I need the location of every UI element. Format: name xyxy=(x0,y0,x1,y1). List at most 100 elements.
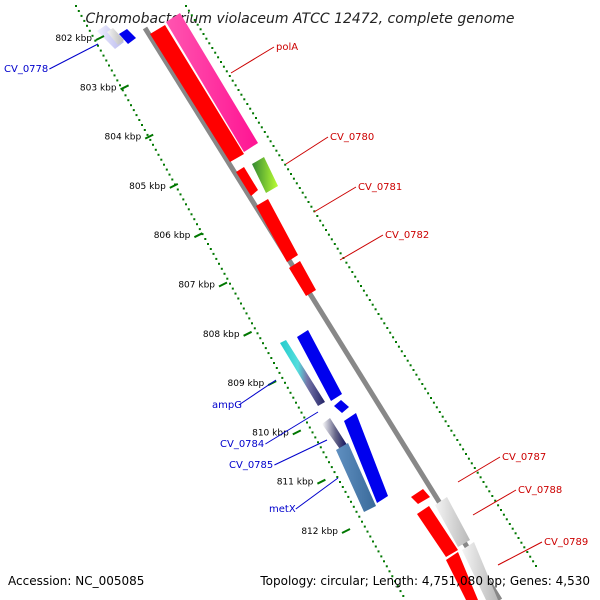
gene-label-text[interactable]: ampG xyxy=(212,400,242,411)
gene-cv0788[interactable] xyxy=(417,506,458,557)
gc-dot xyxy=(257,121,260,124)
gc-dot xyxy=(362,289,365,292)
gc-dot xyxy=(358,515,361,518)
gc-dot xyxy=(438,411,441,413)
gene-label-text[interactable]: polA xyxy=(276,42,298,53)
tick-804-kbp: 804 kbp xyxy=(105,133,154,143)
gc-dot xyxy=(310,205,313,208)
gene-label-text[interactable]: CV_0780 xyxy=(330,132,374,143)
gene-ampg[interactable] xyxy=(280,340,325,406)
gc-dot xyxy=(124,94,127,97)
gc-dot xyxy=(467,457,470,460)
tick-806-kbp: 806 kbp xyxy=(154,231,203,241)
gc-dot xyxy=(300,411,303,414)
gene-cv0778-b[interactable] xyxy=(107,28,124,45)
gc-dot xyxy=(108,64,110,67)
gc-dot xyxy=(75,5,77,7)
gc-dot xyxy=(403,355,406,357)
gene-label-cv0778[interactable]: CV_0778 xyxy=(4,43,99,75)
gc-dot xyxy=(470,462,473,465)
gene-label-text[interactable]: CV_0782 xyxy=(385,230,429,241)
gc-dot xyxy=(113,74,116,77)
gc-dot xyxy=(444,420,447,423)
gene-track xyxy=(97,13,498,600)
gene-label-text[interactable]: metX xyxy=(269,504,296,515)
gc-dot xyxy=(517,537,520,539)
gene-label-metx[interactable]: metX xyxy=(269,477,339,515)
gc-dot xyxy=(505,518,508,521)
gc-dot xyxy=(295,401,297,404)
gene-cv0789-gray[interactable] xyxy=(462,542,498,600)
gene-metx[interactable] xyxy=(336,443,376,512)
gc-dot xyxy=(263,131,266,133)
gene-cv0782[interactable] xyxy=(289,261,316,296)
gc-dot xyxy=(255,117,257,119)
gene-cv0789[interactable] xyxy=(446,552,478,600)
gene-label-text[interactable]: CV_0781 xyxy=(358,182,402,193)
gene-label-cv0782[interactable]: CV_0782 xyxy=(339,230,429,261)
gene-cv0788-gray[interactable] xyxy=(435,497,470,547)
gene-label-text[interactable]: CV_0784 xyxy=(220,439,264,450)
gc-dot xyxy=(508,523,511,525)
gene-label-cv0789[interactable]: CV_0789 xyxy=(497,537,588,566)
gc-dot xyxy=(168,173,171,176)
tick-label: 812 kbp xyxy=(301,527,338,537)
gene-label-text[interactable]: CV_0787 xyxy=(502,452,546,463)
gc-dot xyxy=(154,148,157,151)
gene-cv0781[interactable] xyxy=(256,199,298,262)
gc-dot xyxy=(80,14,83,17)
gene-label-cv0787[interactable]: CV_0787 xyxy=(457,452,546,483)
gene-label-ampg[interactable]: ampG xyxy=(212,379,277,411)
gene-pola-pink[interactable] xyxy=(166,13,258,152)
gc-dot xyxy=(222,65,225,68)
gene-label-text[interactable]: CV_0789 xyxy=(544,537,588,548)
gc-dot xyxy=(397,345,400,348)
gc-dot xyxy=(511,527,514,530)
gc-dot xyxy=(152,143,154,146)
gene-label-pola[interactable]: polA xyxy=(230,42,298,74)
gc-dot xyxy=(459,443,462,446)
gene-cv0780-b[interactable] xyxy=(252,157,278,193)
gene-cv0785-small[interactable] xyxy=(334,400,349,413)
gc-dot xyxy=(163,163,165,166)
gene-label-text[interactable]: CV_0778 xyxy=(4,64,48,75)
gene-pola-red[interactable] xyxy=(150,25,244,162)
gc-dot xyxy=(234,292,237,295)
gene-label-cv0784[interactable]: CV_0784 xyxy=(220,411,319,450)
gc-dot xyxy=(217,56,220,59)
gc-dot xyxy=(354,275,357,278)
gc-dot xyxy=(259,337,262,340)
gc-dot xyxy=(394,580,396,583)
gene-label-cv0781[interactable]: CV_0781 xyxy=(313,182,402,213)
gene-cv0785[interactable] xyxy=(322,418,349,452)
gene-cv0787[interactable] xyxy=(411,489,430,504)
gene-label-text[interactable]: CV_0788 xyxy=(518,485,562,496)
gc-dot xyxy=(365,294,368,297)
tick-811-kbp: 811 kbp xyxy=(277,478,326,488)
gene-cv0780-a[interactable] xyxy=(236,167,258,196)
gene-label-cv0785[interactable]: CV_0785 xyxy=(229,439,328,471)
gc-dot xyxy=(266,135,269,138)
gene-label-cv0780[interactable]: CV_0780 xyxy=(285,132,374,165)
gene-cv0778-arrow[interactable] xyxy=(119,29,136,44)
gc-dot xyxy=(497,504,500,507)
gc-dot xyxy=(196,23,199,26)
gene-label-cv0788[interactable]: CV_0788 xyxy=(472,485,562,516)
gc-dot xyxy=(226,277,229,280)
gc-dot xyxy=(363,525,366,528)
gc-dot xyxy=(185,203,187,206)
gc-dot xyxy=(351,271,354,273)
gc-dot xyxy=(212,252,215,255)
tick-810-kbp: 810 kbp xyxy=(252,428,302,438)
gc-dot xyxy=(430,397,432,399)
gc-dot xyxy=(344,490,347,493)
gc-dot xyxy=(105,59,108,62)
gc-dot xyxy=(246,103,249,105)
gc-dot xyxy=(482,481,485,483)
gene-cv0784[interactable] xyxy=(297,330,342,401)
gc-dot xyxy=(339,252,342,255)
tick-label: 809 kbp xyxy=(228,379,265,389)
gene-metx-arrow[interactable] xyxy=(344,413,388,503)
gene-label-text[interactable]: CV_0785 xyxy=(229,460,273,471)
gc-dot xyxy=(110,69,113,72)
